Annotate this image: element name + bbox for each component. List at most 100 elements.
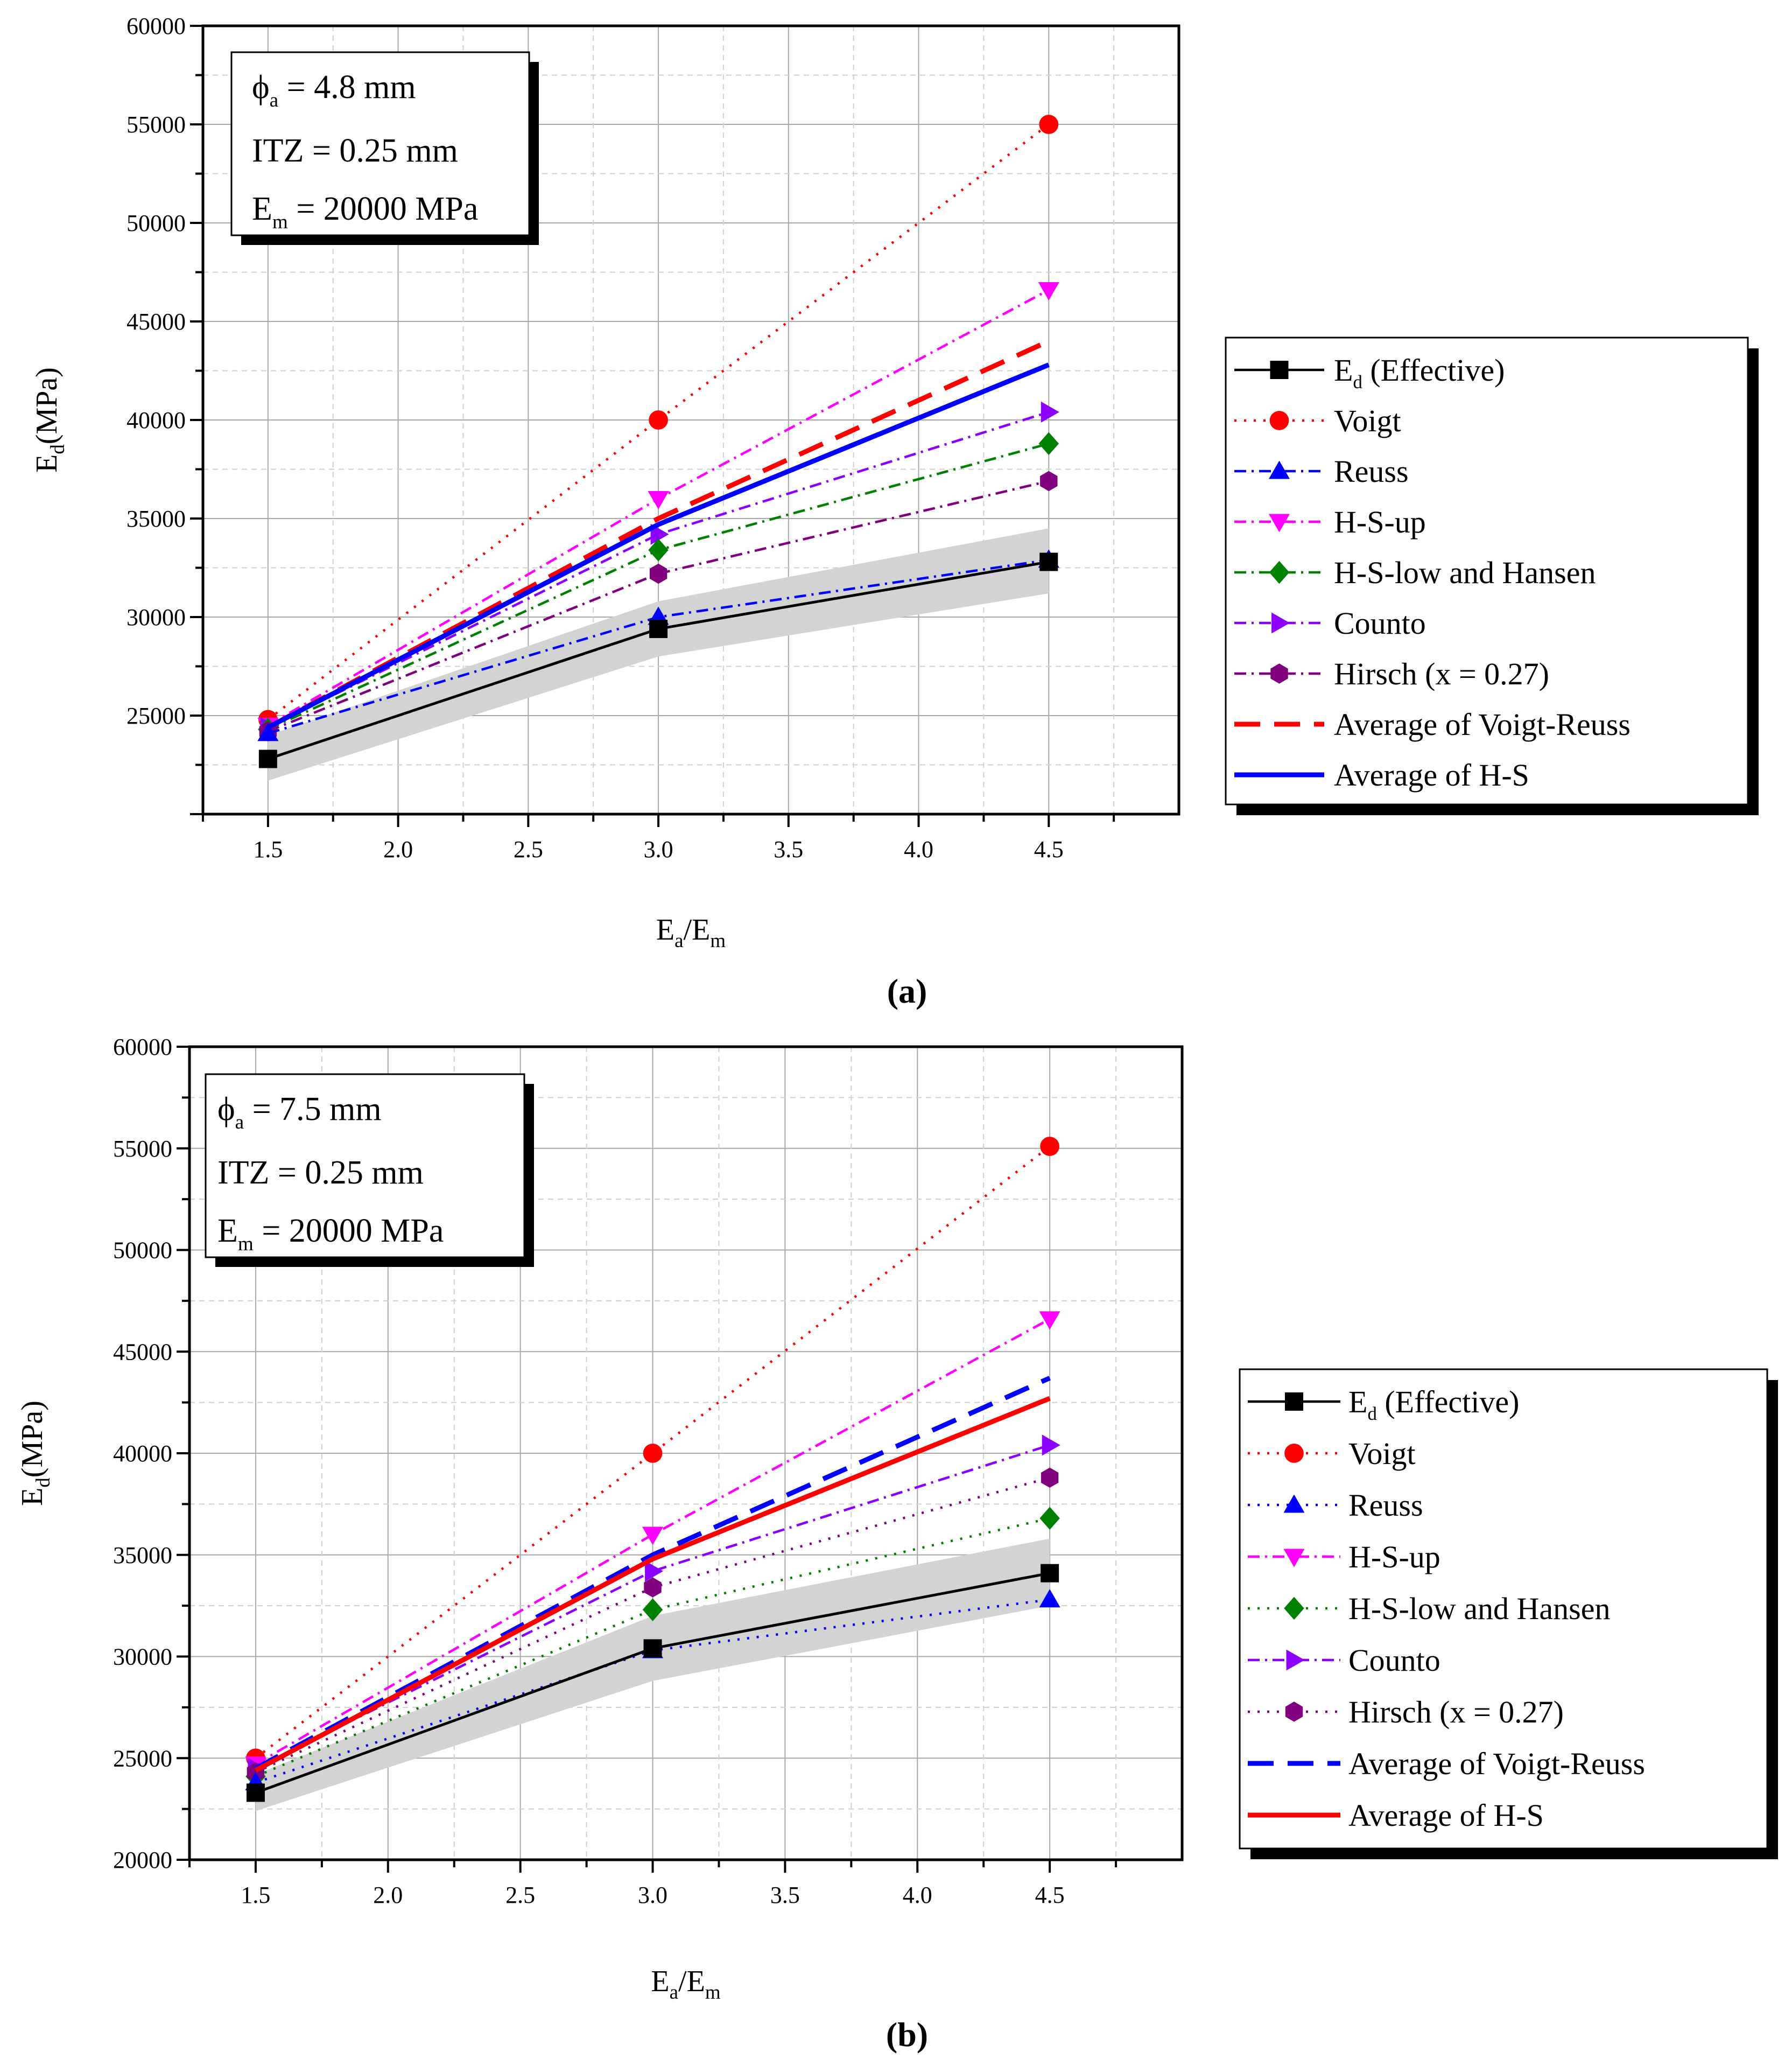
- data-point: [642, 1598, 663, 1621]
- data-point: [643, 1639, 662, 1658]
- x-tick-label: 1.5: [241, 1882, 270, 1908]
- legend-label: Average of Voigt-Reuss: [1334, 707, 1631, 742]
- legend-label: H-S-low and Hansen: [1348, 1591, 1610, 1626]
- data-point: [1039, 115, 1059, 134]
- y-tick-label: 55000: [113, 1136, 172, 1162]
- legend-item: Average of H-S: [1248, 1798, 1544, 1833]
- legend-marker: [1284, 1596, 1304, 1620]
- legend-marker: [1283, 1549, 1305, 1567]
- legend-marker: [1285, 1392, 1303, 1411]
- data-point: [1040, 1137, 1059, 1156]
- legend-label: Voigt: [1334, 403, 1401, 438]
- annotation-line-1: ϕa = 7.5 mm: [217, 1091, 382, 1133]
- legend-item: Hirsch (x = 0.27): [1248, 1694, 1564, 1729]
- y-tick-label: 35000: [127, 506, 186, 532]
- legend-item: H-S-low and Hansen: [1248, 1591, 1610, 1626]
- y-tick-label: 25000: [113, 1745, 172, 1771]
- legend-marker: [1270, 663, 1288, 684]
- x-tick-label: 4.5: [1035, 1882, 1065, 1908]
- legend-label: Average of H-S: [1348, 1798, 1544, 1833]
- x-tick-label: 4.0: [904, 836, 933, 863]
- data-point: [1041, 1564, 1059, 1582]
- data-point: [644, 1577, 662, 1598]
- legend-label: Hirsch (x = 0.27): [1334, 656, 1549, 691]
- x-tick-label: 2.5: [514, 836, 543, 863]
- y-tick-label: 40000: [127, 407, 186, 433]
- data-point: [648, 491, 669, 509]
- legend-item: Hirsch (x = 0.27): [1234, 656, 1549, 691]
- legend: Ed (Effective) Voigt Reuss H-S-up H-S-low an…: [1225, 337, 1759, 815]
- data-point: [1039, 1589, 1060, 1608]
- legend-label: H-S-up: [1348, 1539, 1440, 1574]
- y-tick-label: 30000: [113, 1644, 172, 1670]
- y-tick-label: 50000: [127, 210, 186, 236]
- x-axis-label: Ea/Em: [656, 913, 726, 951]
- legend-label: Ed (Effective): [1334, 353, 1505, 393]
- legend-label: Counto: [1348, 1643, 1440, 1678]
- series-line: [255, 1145, 1051, 1760]
- series-line: [254, 1376, 1051, 1771]
- annotation-line-3: Em = 20000 MPa: [217, 1213, 444, 1255]
- series-0: [246, 1564, 1059, 1802]
- legend-item: Average of Voigt-Reuss: [1234, 707, 1631, 742]
- legend-label: H-S-low and Hansen: [1334, 555, 1596, 590]
- data-point: [642, 1526, 664, 1545]
- series-line: [266, 362, 1050, 730]
- legend-item: Reuss: [1248, 1488, 1423, 1523]
- series-8: [266, 362, 1050, 730]
- data-point: [1040, 471, 1058, 492]
- uncertainty-band: [255, 1538, 1050, 1811]
- x-axis: 1.5 2.0 2.5 3.0 3.5 4.0 4.5: [202, 814, 1115, 863]
- x-tick-label: 3.5: [770, 1882, 800, 1908]
- y-tick-label: 40000: [113, 1440, 172, 1467]
- data-point: [1041, 1467, 1059, 1488]
- data-point: [649, 563, 667, 584]
- legend-marker: [1270, 361, 1289, 379]
- legend-marker: [1271, 612, 1290, 634]
- annotation-line-2: ITZ = 0.25 mm: [252, 132, 458, 169]
- y-tick-label: 55000: [127, 111, 186, 138]
- legend-item: Ed (Effective): [1234, 353, 1505, 393]
- legend-label: Ed (Effective): [1348, 1384, 1519, 1424]
- chart-a: 1.5 2.0 2.5 3.0 3.5 4.0 4.5 25000 30000 35000 4000…: [30, 13, 1759, 951]
- legend-label: Counto: [1334, 606, 1426, 641]
- y-axis: 20000 25000 30000 35000 40000 45000 50000 55000…: [113, 1034, 189, 1873]
- annotation-line-3: Em = 20000 MPa: [252, 191, 478, 233]
- data-point: [258, 750, 277, 768]
- data-point: [1039, 1507, 1060, 1530]
- data-point: [1041, 401, 1059, 423]
- data-point: [1039, 552, 1058, 571]
- data-point: [1038, 282, 1059, 300]
- y-axis: 25000 30000 35000 40000 45000 50000 55000 60000: [127, 13, 203, 815]
- panel-label-a: (a): [887, 972, 927, 1010]
- legend-label: H-S-up: [1334, 505, 1426, 540]
- panel-label-b: (b): [886, 2015, 928, 2054]
- x-tick-label: 3.5: [774, 836, 803, 863]
- legend-item: Average of Voigt-Reuss: [1248, 1746, 1645, 1781]
- y-tick-label: 35000: [113, 1542, 172, 1568]
- gridlines: [202, 26, 1179, 814]
- x-tick-label: 4.5: [1034, 836, 1064, 863]
- series-line: [255, 1318, 1051, 1766]
- x-tick-label: 4.0: [903, 1882, 932, 1908]
- series-7: [254, 1376, 1051, 1771]
- x-tick-label: 3.0: [638, 1882, 667, 1908]
- legend-label: Hirsch (x = 0.27): [1348, 1694, 1564, 1729]
- data-point: [645, 1560, 664, 1582]
- data-point: [649, 410, 668, 430]
- y-tick-label: 45000: [127, 309, 186, 335]
- y-axis-label: Ed(MPa): [30, 367, 68, 473]
- series-line: [255, 1444, 1050, 1770]
- legend-item: Counto: [1248, 1643, 1440, 1678]
- data-point: [650, 523, 669, 545]
- legend-label: Voigt: [1348, 1436, 1416, 1471]
- legend-marker: [1286, 1649, 1305, 1671]
- annotation-line-2: ITZ = 0.25 mm: [217, 1154, 424, 1191]
- series-0: [258, 552, 1058, 768]
- x-axis-label: Ea/Em: [651, 1965, 720, 2003]
- uncertainty-band: [268, 528, 1049, 781]
- data-point: [1038, 432, 1059, 456]
- series-7: [266, 339, 1050, 730]
- series-line: [254, 1396, 1051, 1773]
- series-line: [266, 339, 1050, 730]
